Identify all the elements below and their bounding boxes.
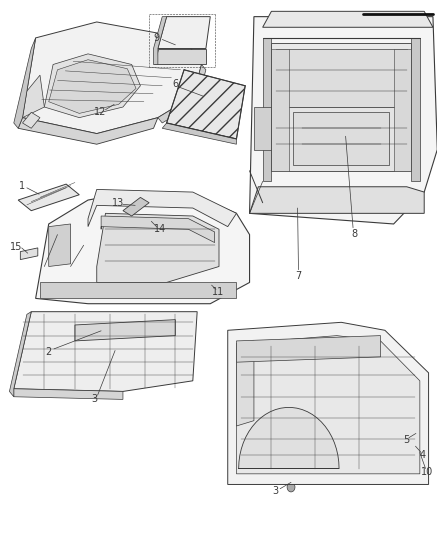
Circle shape	[46, 346, 77, 383]
Polygon shape	[88, 189, 237, 227]
Polygon shape	[158, 64, 206, 123]
Text: 8: 8	[351, 229, 357, 239]
Circle shape	[411, 422, 421, 433]
Text: 12: 12	[94, 107, 106, 117]
Text: 3: 3	[92, 394, 98, 405]
Polygon shape	[263, 11, 433, 27]
Text: 7: 7	[295, 271, 302, 280]
Circle shape	[92, 327, 101, 337]
Polygon shape	[250, 17, 437, 224]
Polygon shape	[49, 224, 71, 266]
Polygon shape	[97, 213, 219, 282]
Polygon shape	[44, 54, 141, 118]
Polygon shape	[14, 312, 197, 391]
Polygon shape	[162, 123, 237, 144]
Polygon shape	[14, 38, 35, 128]
Polygon shape	[153, 17, 166, 64]
Polygon shape	[411, 38, 420, 181]
Circle shape	[129, 369, 135, 376]
Text: 9: 9	[153, 33, 159, 43]
Polygon shape	[272, 107, 411, 171]
Text: 11: 11	[212, 287, 224, 297]
Polygon shape	[18, 118, 158, 144]
Polygon shape	[153, 49, 206, 64]
Circle shape	[32, 324, 39, 332]
Text: 1: 1	[18, 181, 25, 191]
Polygon shape	[272, 49, 289, 171]
Text: 13: 13	[112, 198, 124, 208]
Polygon shape	[394, 49, 411, 171]
Polygon shape	[293, 112, 389, 165]
Polygon shape	[20, 248, 38, 260]
Circle shape	[24, 327, 30, 334]
Polygon shape	[75, 320, 175, 341]
Polygon shape	[237, 336, 420, 474]
Text: 6: 6	[172, 79, 178, 89]
Polygon shape	[123, 197, 149, 216]
Polygon shape	[22, 112, 40, 128]
Circle shape	[287, 482, 295, 492]
Polygon shape	[254, 107, 272, 150]
Polygon shape	[101, 216, 215, 243]
Polygon shape	[272, 43, 411, 171]
Polygon shape	[237, 341, 254, 426]
Text: 5: 5	[403, 435, 409, 445]
Polygon shape	[250, 187, 424, 213]
Text: 2: 2	[46, 346, 52, 357]
Text: 15: 15	[10, 242, 22, 252]
Polygon shape	[22, 75, 44, 118]
Polygon shape	[158, 17, 210, 49]
Circle shape	[38, 336, 86, 394]
Polygon shape	[14, 389, 123, 399]
Polygon shape	[18, 184, 79, 211]
Polygon shape	[228, 322, 428, 484]
Polygon shape	[239, 407, 339, 469]
Text: 4: 4	[420, 450, 426, 459]
Text: 10: 10	[421, 467, 433, 477]
Text: 3: 3	[273, 487, 279, 496]
Circle shape	[133, 326, 140, 335]
Polygon shape	[22, 22, 201, 134]
Polygon shape	[237, 336, 381, 362]
Circle shape	[111, 346, 118, 355]
Polygon shape	[35, 192, 250, 304]
Text: 14: 14	[154, 224, 166, 235]
Circle shape	[158, 324, 166, 335]
Polygon shape	[49, 60, 136, 114]
Polygon shape	[40, 282, 237, 298]
Circle shape	[24, 379, 30, 387]
Polygon shape	[263, 38, 272, 181]
Polygon shape	[10, 312, 31, 397]
Circle shape	[163, 364, 170, 371]
Polygon shape	[276, 49, 407, 107]
FancyBboxPatch shape	[410, 437, 427, 456]
Polygon shape	[166, 70, 245, 139]
